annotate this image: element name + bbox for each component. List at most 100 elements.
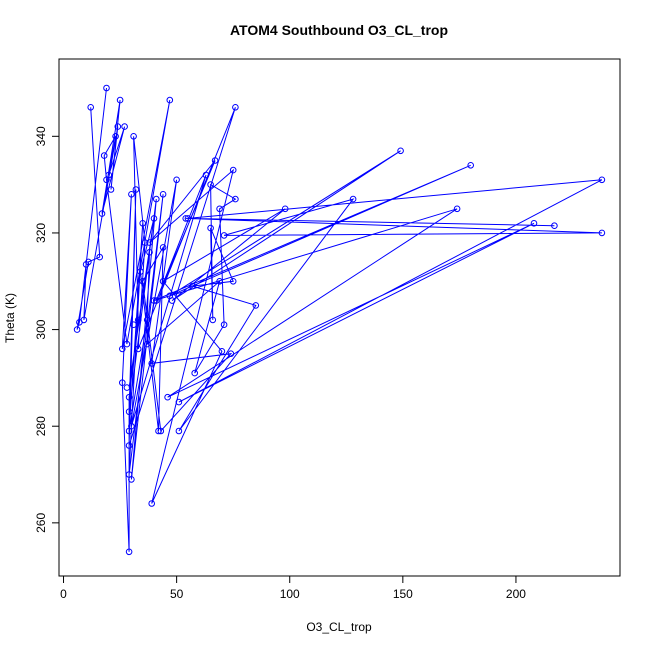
- data-point: [134, 316, 142, 324]
- data-point: [207, 181, 214, 188]
- data-point: [209, 316, 217, 324]
- data-point: [139, 220, 146, 227]
- data-point: [125, 408, 133, 416]
- x-tick-label: 200: [506, 587, 526, 601]
- data-point: [189, 282, 196, 290]
- data-point: [105, 171, 113, 179]
- data-point: [128, 476, 135, 483]
- data-point: [123, 340, 131, 348]
- data-point: [134, 345, 142, 353]
- data-point: [453, 205, 461, 213]
- data-point: [132, 186, 140, 193]
- x-tick-label: 150: [393, 587, 413, 601]
- series-line-group: [76, 87, 603, 552]
- data-point: [116, 96, 124, 104]
- data-point: [159, 278, 167, 285]
- y-axis: 260 280 300 320 340: [34, 126, 60, 533]
- y-tick-label: 340: [34, 126, 48, 146]
- data-point: [220, 232, 228, 239]
- data-point: [143, 316, 151, 324]
- data-point: [175, 427, 183, 435]
- data-point: [216, 278, 223, 285]
- data-point: [530, 220, 538, 227]
- data-point: [73, 326, 81, 333]
- data-point: [232, 195, 239, 203]
- data-point: [467, 162, 475, 169]
- y-tick-label: 280: [34, 416, 48, 436]
- data-point: [598, 176, 606, 184]
- y-axis-label: Theta (K): [3, 293, 17, 343]
- plot-area: [73, 84, 606, 556]
- data-point: [164, 393, 171, 401]
- data-point: [153, 195, 160, 203]
- x-axis-label: O3_CL_trop: [306, 620, 372, 634]
- x-tick-label: 100: [280, 587, 300, 601]
- data-point: [130, 133, 137, 140]
- data-point: [103, 84, 110, 92]
- data-point: [216, 205, 223, 213]
- data-point: [112, 133, 119, 140]
- data-point: [148, 500, 155, 507]
- data-point: [96, 253, 103, 261]
- data-point: [100, 152, 108, 159]
- data-point: [551, 222, 558, 229]
- data-point: [121, 123, 128, 130]
- data-point: [182, 215, 189, 222]
- data-point: [107, 186, 115, 193]
- data-point: [150, 297, 158, 304]
- series-line: [76, 87, 603, 552]
- x-tick-label: 0: [60, 587, 67, 601]
- y-tick-label: 300: [34, 319, 48, 339]
- series-point-group: [73, 84, 606, 556]
- data-point: [130, 321, 137, 329]
- data-point: [397, 147, 404, 155]
- data-point: [349, 195, 357, 203]
- data-point: [125, 548, 133, 556]
- y-tick-label: 320: [34, 223, 48, 243]
- data-point: [143, 340, 151, 348]
- data-point: [184, 215, 192, 222]
- data-point: [155, 427, 162, 435]
- chart-title: ATOM4 Southbound O3_CL_trop: [230, 22, 448, 38]
- data-point: [166, 96, 174, 104]
- data-point: [141, 239, 149, 246]
- data-point: [119, 345, 126, 353]
- data-point: [159, 191, 167, 198]
- data-point: [87, 104, 94, 111]
- data-point: [153, 297, 160, 304]
- data-point: [218, 348, 226, 355]
- data-point: [211, 157, 219, 164]
- x-tick-label: 50: [170, 587, 184, 601]
- data-point: [202, 171, 210, 179]
- data-point: [229, 278, 237, 285]
- y-tick-label: 260: [34, 513, 48, 533]
- data-point: [191, 369, 198, 377]
- data-point: [220, 321, 228, 329]
- data-point: [157, 427, 165, 435]
- data-point: [125, 393, 133, 401]
- data-point: [252, 302, 260, 309]
- data-point: [175, 398, 183, 406]
- data-point: [128, 191, 135, 198]
- data-point: [125, 442, 133, 449]
- data-point: [173, 176, 180, 184]
- data-point: [139, 278, 146, 285]
- data-point: [168, 297, 176, 304]
- data-point: [146, 239, 153, 246]
- data-point: [119, 379, 126, 387]
- data-point: [148, 360, 155, 367]
- data-point: [150, 215, 158, 222]
- data-point: [598, 229, 606, 237]
- data-point: [232, 104, 239, 111]
- data-point: [114, 123, 122, 130]
- data-point: [128, 422, 135, 430]
- data-point: [227, 350, 235, 358]
- data-point: [85, 258, 92, 266]
- data-point: [137, 268, 144, 275]
- data-point: [80, 316, 88, 324]
- data-point: [146, 249, 153, 256]
- x-axis: 0 50 100 150 200: [60, 575, 526, 601]
- data-point: [207, 224, 214, 232]
- data-point: [98, 210, 106, 217]
